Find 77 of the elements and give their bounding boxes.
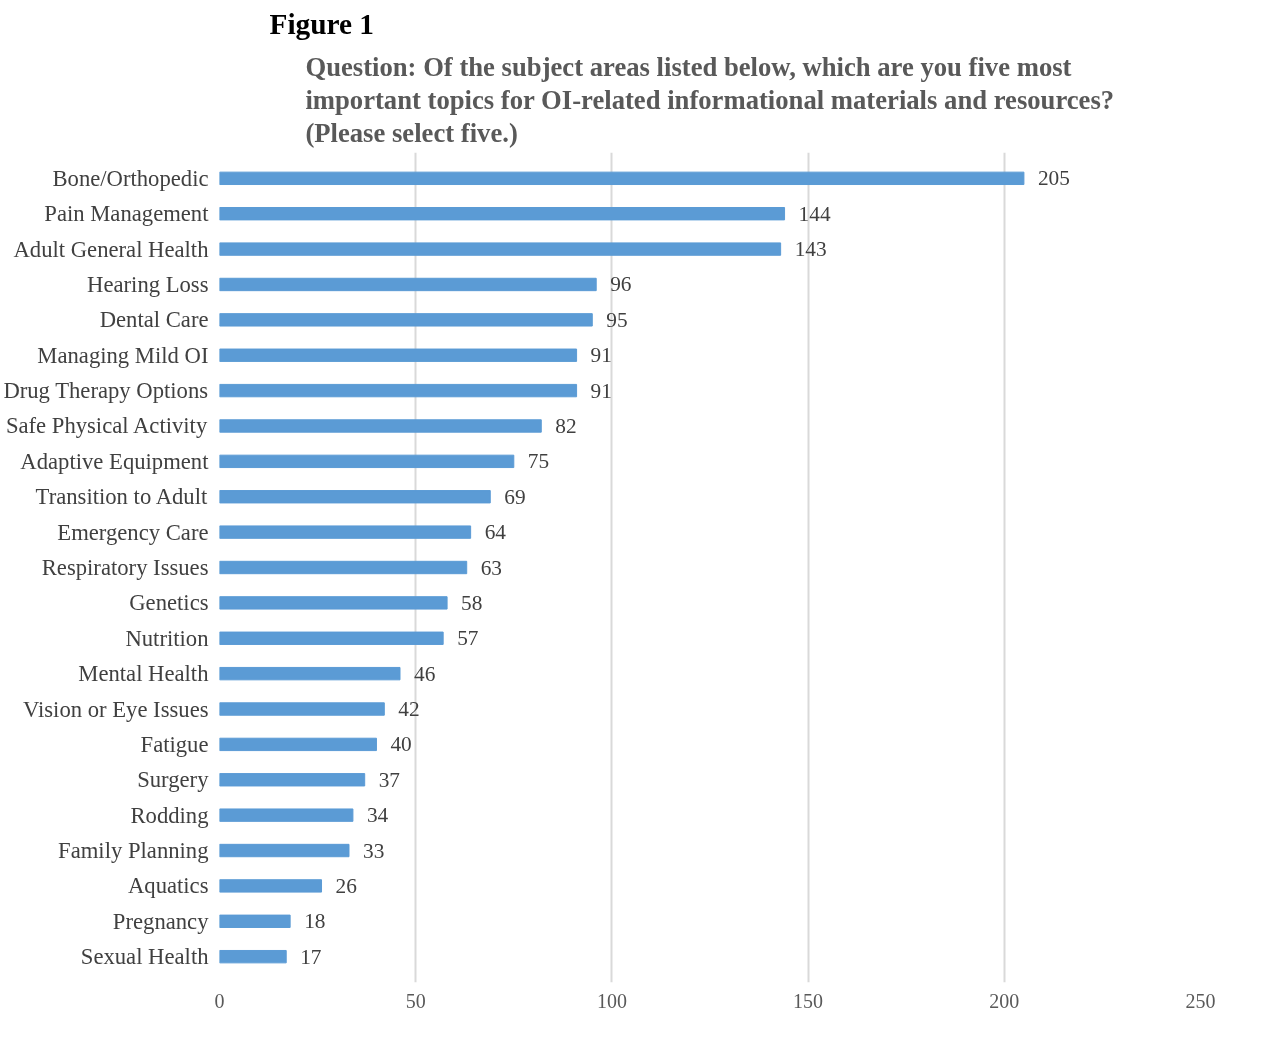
y-tick-label: Fatigue <box>140 731 209 757</box>
data-label: 63 <box>480 555 503 580</box>
y-tick-label: Respiratory Issues <box>41 555 209 580</box>
x-tick-label: 50 <box>405 989 426 1012</box>
data-label: 95 <box>606 307 628 332</box>
bar <box>219 419 542 433</box>
bar <box>219 843 350 858</box>
y-tick-label: Hearing Loss <box>87 271 209 297</box>
bar <box>219 490 491 504</box>
data-label: 143 <box>794 237 827 262</box>
bar <box>219 525 472 539</box>
data-label: 34 <box>366 803 389 828</box>
data-label: 91 <box>590 343 612 368</box>
bar <box>219 808 354 822</box>
y-tick-label: Genetics <box>129 590 209 616</box>
data-label: 40 <box>390 732 412 757</box>
bar <box>219 666 401 681</box>
data-label: 26 <box>335 873 358 898</box>
y-tick-label: Aquatics <box>127 873 209 899</box>
x-tick-label: 250 <box>1185 989 1216 1012</box>
data-label: 69 <box>504 484 526 509</box>
bar <box>219 702 385 716</box>
data-label: 75 <box>527 449 550 474</box>
y-tick-label: Safe Physical Activity <box>5 413 208 439</box>
y-tick-label: Nutrition <box>125 625 209 651</box>
data-label: 144 <box>798 201 831 226</box>
bar <box>219 207 786 221</box>
bar <box>219 454 515 469</box>
data-label: 96 <box>610 272 632 297</box>
bar <box>219 313 593 327</box>
y-tick-label: Emergency Care <box>57 519 209 545</box>
y-tick-label: Dental Care <box>99 307 209 333</box>
y-tick-label: Family Planning <box>58 838 209 864</box>
y-tick-label: Vision or Eye Issues <box>22 696 209 722</box>
y-tick-label: Bone/Orthopedic <box>52 165 209 191</box>
data-label: 82 <box>555 413 577 438</box>
chart-subtitle: Question: Of the subject areas listed below, which are you five most important topics for OI-related informational materials and resources? (Please select five.) <box>305 51 1115 148</box>
y-tick-label: Drug Therapy Options <box>3 378 209 404</box>
bar <box>219 949 287 964</box>
y-tick-label: Sexual Health <box>80 944 210 970</box>
bar <box>219 383 578 398</box>
bar <box>219 631 444 645</box>
data-label: 64 <box>484 520 507 545</box>
data-label: 57 <box>457 626 479 651</box>
data-label: 91 <box>590 378 612 403</box>
bar <box>219 914 291 928</box>
y-tick-label: Pain Management <box>44 201 210 227</box>
bar <box>219 348 578 362</box>
data-label: 33 <box>362 838 385 863</box>
bar <box>219 277 597 292</box>
data-label: 205 <box>1037 166 1070 191</box>
x-tick-label: 100 <box>596 989 627 1012</box>
bar <box>219 560 468 575</box>
data-label: 18 <box>304 909 326 934</box>
y-tick-label: Transition to Adult <box>35 484 208 510</box>
y-tick-label: Surgery <box>137 767 210 793</box>
y-tick-label: Adult General Health <box>13 236 210 262</box>
y-tick-label: Adaptive Equipment <box>20 448 210 474</box>
x-tick-label: 0 <box>214 989 225 1012</box>
data-label: 46 <box>414 661 436 686</box>
x-tick-label: 200 <box>989 989 1020 1012</box>
x-tick-label: 150 <box>793 989 824 1012</box>
data-label: 58 <box>461 590 483 615</box>
bar <box>219 737 377 752</box>
data-label: 42 <box>398 697 420 722</box>
data-label: 17 <box>300 944 322 969</box>
bar <box>219 242 782 256</box>
bar <box>219 171 1025 186</box>
y-tick-label: Managing Mild OI <box>37 342 209 368</box>
bar <box>219 773 366 787</box>
bar <box>219 879 323 893</box>
bar <box>219 596 448 610</box>
chart-title: Figure 1 <box>269 7 375 40</box>
y-tick-label: Pregnancy <box>112 908 210 934</box>
y-tick-label: Rodding <box>130 802 209 828</box>
y-tick-label: Mental Health <box>78 661 210 687</box>
data-label: 37 <box>378 767 401 792</box>
